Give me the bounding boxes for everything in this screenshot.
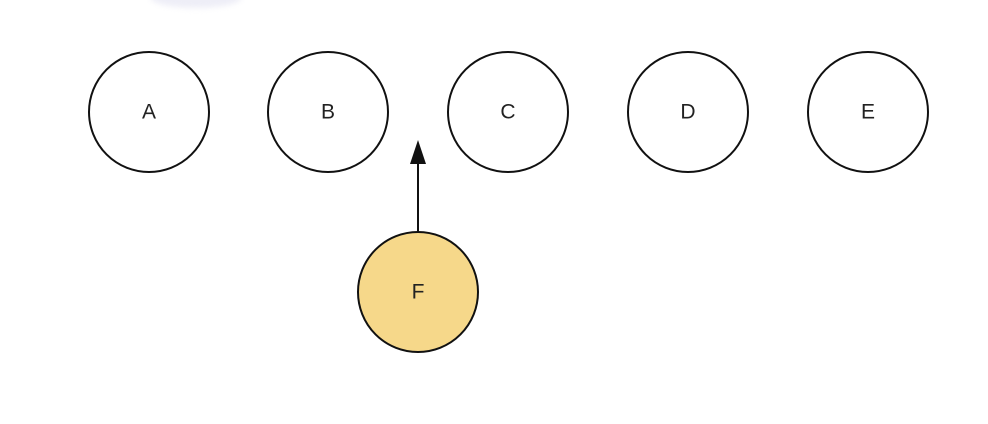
node-c-circle xyxy=(447,51,569,173)
node-b: B xyxy=(267,51,389,173)
node-d-label: D xyxy=(680,101,695,124)
node-e: E xyxy=(807,51,929,173)
node-b-label: B xyxy=(321,101,335,124)
node-e-label: E xyxy=(861,101,875,124)
top-shadow-decoration xyxy=(150,0,242,8)
arrow-up-icon xyxy=(410,140,426,164)
node-f-label: F xyxy=(412,281,425,304)
node-e-circle xyxy=(807,51,929,173)
node-a-circle xyxy=(88,51,210,173)
node-a: A xyxy=(88,51,210,173)
node-d: D xyxy=(627,51,749,173)
node-f-circle xyxy=(357,231,479,353)
edge-f-to-gap xyxy=(410,140,426,232)
node-c-label: C xyxy=(500,101,515,124)
node-f: F xyxy=(357,231,479,353)
node-d-circle xyxy=(627,51,749,173)
node-a-label: A xyxy=(142,101,156,124)
node-b-circle xyxy=(267,51,389,173)
node-c: C xyxy=(447,51,569,173)
